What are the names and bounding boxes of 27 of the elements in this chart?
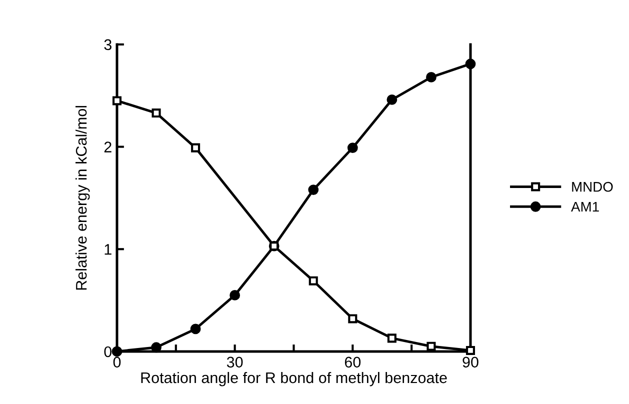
point: [308, 276, 318, 286]
y-tick-label: 0: [104, 346, 112, 358]
point: [426, 342, 436, 351]
point: [151, 342, 162, 353]
y-tick-label: 3: [104, 39, 112, 50]
x-tick-label: 90: [462, 356, 478, 368]
point: [308, 184, 319, 195]
point: [387, 334, 396, 343]
y-tick-label: 1: [104, 244, 112, 255]
point: [152, 108, 161, 118]
point: [191, 143, 200, 152]
y-axis-title: Relative energy in kCal/mol: [76, 106, 90, 290]
legend-label: MNDO: [572, 182, 613, 192]
point: [465, 58, 476, 70]
point: [426, 72, 436, 82]
point: [348, 314, 358, 324]
x-axis-title: Rotation angle for R bond of methyl benzoate: [141, 372, 447, 386]
point: [386, 94, 398, 105]
y-tick-label: 2: [104, 142, 112, 152]
x-tick-label: 60: [344, 356, 361, 368]
x-tick-label: 30: [226, 356, 243, 368]
legend-label: AM1: [571, 202, 599, 212]
point: [230, 290, 240, 300]
x-tick-label: 0: [113, 356, 121, 368]
point: [112, 96, 122, 106]
point: [347, 142, 358, 154]
point: [190, 324, 201, 334]
